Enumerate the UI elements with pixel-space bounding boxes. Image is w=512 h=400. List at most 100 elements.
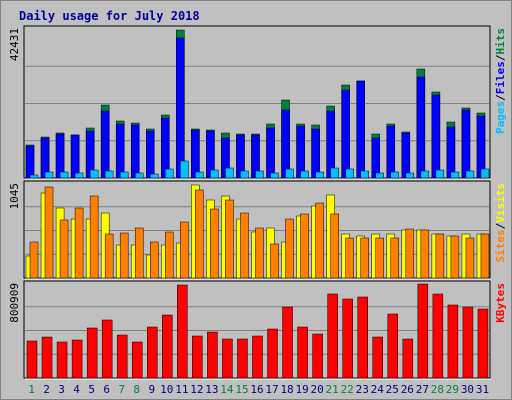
- kbytes-bar-day-16: [252, 335, 263, 379]
- visits-sites-panel: 1045 Sites/Visits: [8, 180, 507, 280]
- pages-bar-day-24: [375, 172, 384, 179]
- kbytes-bar-day-6: [101, 319, 113, 379]
- files-bar-day-19: [296, 125, 305, 179]
- x-tick-label: 21: [326, 383, 339, 396]
- x-tick-label: 15: [235, 383, 248, 396]
- x-tick-label: 12: [190, 383, 203, 396]
- sites-bar-day-13: [210, 208, 219, 279]
- x-tick-label: 13: [205, 383, 218, 396]
- kbytes-bar-day-5: [86, 327, 98, 379]
- x-tick-label: 6: [103, 383, 110, 396]
- x-tick-label: 14: [220, 383, 234, 396]
- sites-bar-day-5: [89, 195, 99, 279]
- kbytes-bar-day-23: [357, 296, 368, 379]
- kbytes-bar-day-10: [162, 314, 173, 379]
- pages-bar-day-18: [285, 168, 294, 179]
- x-tick-label: 29: [446, 383, 459, 396]
- kbytes-bar-day-4: [71, 339, 83, 379]
- visits-sites-legend: Sites/Visits: [494, 183, 507, 263]
- kbytes-bar-day-21: [327, 293, 338, 379]
- sites-bar-day-4: [74, 207, 84, 279]
- sites-bar-day-8: [134, 227, 144, 279]
- sites-bar-day-12: [195, 189, 204, 279]
- kbytes-bar-day-30: [462, 306, 474, 379]
- sites-bar-day-2: [44, 186, 54, 279]
- pages-bar-day-11: [180, 160, 189, 179]
- pages-bar-day-3: [59, 171, 69, 179]
- visits-sites-legend-separator: /: [494, 222, 507, 229]
- sites-bar-day-1: [29, 241, 39, 279]
- pages-bar-day-20: [315, 171, 324, 179]
- pages-bar-day-14: [225, 167, 234, 179]
- kbytes-bar-day-22: [342, 298, 353, 379]
- x-tick-label: 24: [371, 383, 385, 396]
- sites-bar-day-21: [330, 213, 339, 279]
- files-bar-day-3: [55, 133, 65, 179]
- pages-bar-day-13: [210, 169, 219, 179]
- files-bar-day-18: [281, 109, 290, 179]
- sites-bar-day-20: [315, 202, 324, 279]
- legend-entry-pages: Pages: [494, 101, 507, 134]
- files-bar-day-17: [266, 127, 275, 179]
- kbytes-bar-day-13: [207, 331, 218, 379]
- sites-bar-day-3: [59, 219, 69, 279]
- sites-bar-day-9: [150, 241, 159, 279]
- sites-bar-day-17: [270, 243, 279, 279]
- x-tick-label: 26: [401, 383, 414, 396]
- files-bar-day-8: [130, 124, 140, 179]
- x-tick-label: 31: [476, 383, 489, 396]
- sites-bar-day-14: [225, 199, 234, 279]
- legend-entry-files: Files: [494, 61, 507, 94]
- kbytes-bar-day-29: [447, 304, 459, 379]
- kbytes-legend: KBytes: [494, 283, 507, 323]
- x-tick-label: 5: [88, 383, 95, 396]
- kbytes-bar-day-31: [477, 308, 489, 379]
- hits-files-pages-legend: Pages/Files/Hits: [494, 28, 507, 134]
- files-bar-day-25: [386, 125, 396, 179]
- files-bar-day-26: [401, 132, 411, 179]
- sites-bar-day-29: [450, 235, 460, 279]
- kbytes-bar-day-12: [192, 335, 203, 379]
- x-tick-label: 11: [175, 383, 188, 396]
- files-bar-day-29: [446, 126, 456, 179]
- sites-bar-day-18: [285, 218, 294, 279]
- sites-bar-day-7: [119, 232, 129, 279]
- kbytes-bar-day-24: [372, 336, 383, 379]
- x-tick-label: 18: [280, 383, 293, 396]
- chart-title: Daily usage for July 2018: [19, 9, 200, 23]
- pages-bar-day-7: [119, 171, 129, 179]
- x-tick-label: 1: [28, 383, 35, 396]
- kbytes-bar-day-11: [177, 284, 188, 379]
- legend-entry-kbytes: KBytes: [494, 283, 507, 323]
- pages-bar-day-17: [270, 172, 279, 179]
- x-tick-label: 9: [148, 383, 155, 396]
- files-bar-day-23: [356, 80, 365, 179]
- sites-bar-day-28: [435, 233, 445, 279]
- files-bar-day-31: [476, 115, 486, 179]
- kbytes-bar-day-19: [297, 326, 308, 379]
- pages-bar-day-10: [165, 168, 174, 179]
- pages-bar-day-8: [134, 172, 144, 179]
- x-tick-label: 30: [461, 383, 474, 396]
- pages-bar-day-23: [360, 170, 369, 179]
- x-tick-label: 17: [265, 383, 278, 396]
- kbytes-bar-day-7: [116, 334, 128, 379]
- pages-bar-day-22: [345, 168, 354, 179]
- sites-bar-day-26: [405, 228, 415, 279]
- pages-bar-day-15: [240, 170, 249, 179]
- sites-bar-day-22: [345, 237, 354, 279]
- kbytes-bar-day-25: [387, 313, 399, 379]
- kbytes-bar-day-8: [131, 341, 143, 379]
- pages-bar-day-6: [104, 170, 114, 179]
- sites-bar-day-23: [360, 237, 369, 279]
- legend-entry-visits: Visits: [494, 183, 507, 223]
- kbytes-bar-day-14: [222, 338, 233, 379]
- x-tick-label: 10: [160, 383, 173, 396]
- files-bar-day-20: [311, 128, 320, 179]
- x-tick-label: 16: [250, 383, 263, 396]
- sites-bar-day-10: [165, 231, 174, 279]
- files-bar-day-1: [25, 145, 35, 179]
- pages-bar-day-29: [450, 171, 460, 179]
- sites-bar-day-31: [480, 233, 490, 279]
